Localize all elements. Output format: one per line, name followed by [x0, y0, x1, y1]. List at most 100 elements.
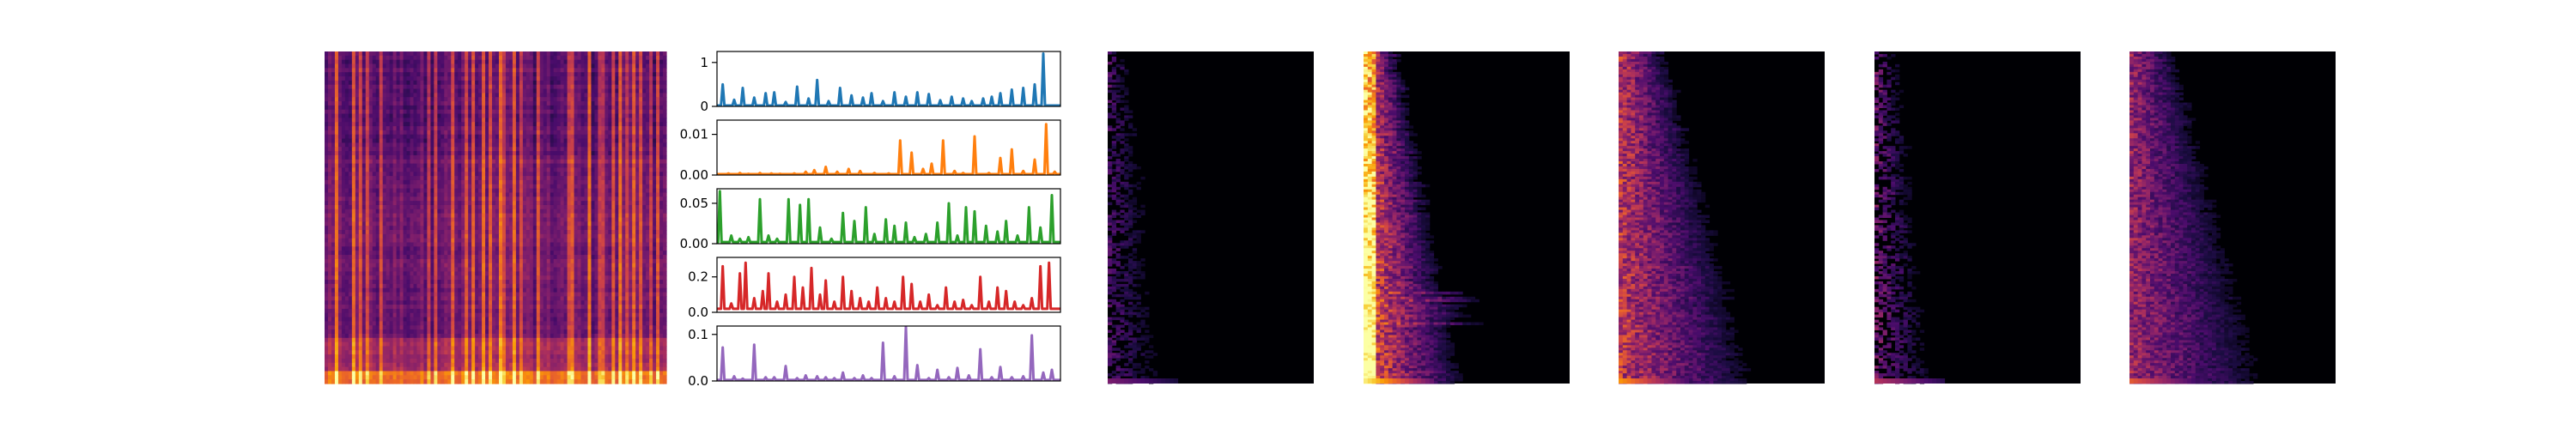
heatmap-cell [615, 138, 619, 144]
heatmap-cell [406, 167, 411, 172]
heatmap-cell [560, 179, 565, 185]
heatmap-cell [416, 63, 422, 69]
heatmap-cell [475, 226, 479, 231]
heatmap-cell [379, 213, 384, 219]
heatmap-cell [413, 251, 418, 256]
heatmap-cell [577, 84, 582, 90]
heatmap-cell [632, 172, 636, 177]
heatmap-cell [608, 109, 612, 115]
heatmap-cell [485, 242, 489, 247]
heatmap-cell [468, 84, 472, 90]
heatmap-cell [622, 167, 626, 172]
heatmap-cell [546, 196, 551, 202]
heatmap-cell [392, 97, 398, 102]
heatmap-cell [331, 80, 336, 86]
heatmap-cell [458, 251, 462, 256]
heatmap-cell [458, 242, 462, 247]
heatmap-cell [550, 59, 555, 65]
heatmap-cell [410, 188, 415, 194]
heatmap-cell [344, 147, 349, 152]
heatmap-cell [341, 51, 346, 57]
heatmap-cell [505, 167, 510, 172]
heatmap-cell [625, 109, 629, 115]
heatmap-cell [515, 142, 520, 148]
heatmap-cell [485, 126, 489, 131]
heatmap-cell [570, 51, 575, 57]
heatmap-cell [584, 154, 589, 160]
heatmap-cell [584, 246, 589, 251]
heatmap-cell [635, 233, 640, 239]
heatmap-cell [594, 105, 598, 111]
heatmap-cell [615, 204, 619, 210]
heatmap-cell [334, 246, 339, 251]
heatmap-cell [465, 176, 469, 181]
heatmap-cell [508, 88, 513, 94]
heatmap-cell [598, 192, 602, 197]
heatmap-cell [331, 93, 336, 98]
heatmap-cell [344, 130, 349, 136]
heatmap-cell [465, 163, 469, 169]
heatmap-cell [546, 68, 551, 73]
heatmap-cell [444, 101, 448, 106]
heatmap-cell [337, 151, 343, 156]
heatmap-cell [461, 88, 465, 94]
heatmap-cell [427, 213, 431, 219]
heatmap-cell [403, 176, 408, 181]
heatmap-cell [539, 163, 544, 169]
heatmap-cell [646, 233, 650, 239]
heatmap-cell [372, 147, 377, 152]
heatmap-cell [337, 184, 343, 190]
heatmap-cell [553, 63, 558, 69]
heatmap-cell [501, 72, 507, 77]
heatmap-cell [331, 118, 336, 123]
heatmap-cell [543, 233, 548, 239]
heatmap-cell [622, 101, 626, 106]
heatmap-cell [580, 242, 586, 247]
heatmap-cell [341, 163, 346, 169]
heatmap-cell [399, 230, 404, 235]
heatmap-cell [406, 246, 411, 251]
heatmap-cell [351, 192, 356, 197]
heatmap-cell [632, 238, 636, 244]
heatmap-cell [570, 172, 575, 177]
heatmap-cell [416, 163, 422, 169]
heatmap-cell [601, 184, 605, 190]
heatmap-cell [529, 76, 534, 82]
heatmap-cell [563, 59, 568, 65]
heatmap-cell [454, 251, 459, 256]
heatmap-cell [580, 93, 586, 98]
heatmap-cell [358, 208, 363, 214]
heatmap-cell [608, 184, 612, 190]
heatmap-cell [512, 118, 517, 123]
heatmap-cell [375, 97, 380, 102]
heatmap-cell [423, 118, 428, 123]
heatmap-cell [458, 72, 462, 77]
heatmap-cell [512, 213, 517, 219]
heatmap-cell [553, 204, 558, 210]
heatmap-cell [529, 184, 534, 190]
heatmap-cell [546, 76, 551, 82]
heatmap-cell [594, 59, 598, 65]
heatmap-cell [492, 217, 496, 222]
heatmap-cell [372, 201, 377, 206]
heatmap-cell [485, 105, 489, 111]
heatmap-cell [375, 230, 380, 235]
heatmap-cell [410, 84, 415, 90]
heatmap-cell [646, 242, 650, 247]
heatmap-cell [577, 51, 582, 57]
heatmap-cell [430, 176, 434, 181]
heatmap-cell [556, 101, 562, 106]
heatmap-cell [334, 105, 339, 111]
heatmap-cell [447, 130, 452, 136]
heatmap-cell [543, 142, 548, 148]
heatmap-cell [598, 201, 602, 206]
heatmap-cell [458, 134, 462, 140]
heatmap-cell [601, 213, 605, 219]
heatmap-cell [423, 51, 428, 57]
heatmap-cell [529, 63, 534, 69]
heatmap-cell [663, 163, 667, 169]
heatmap-cell [375, 196, 380, 202]
heatmap-cell [344, 93, 349, 98]
heatmap-cell [642, 167, 647, 172]
heatmap-cell [475, 68, 479, 73]
